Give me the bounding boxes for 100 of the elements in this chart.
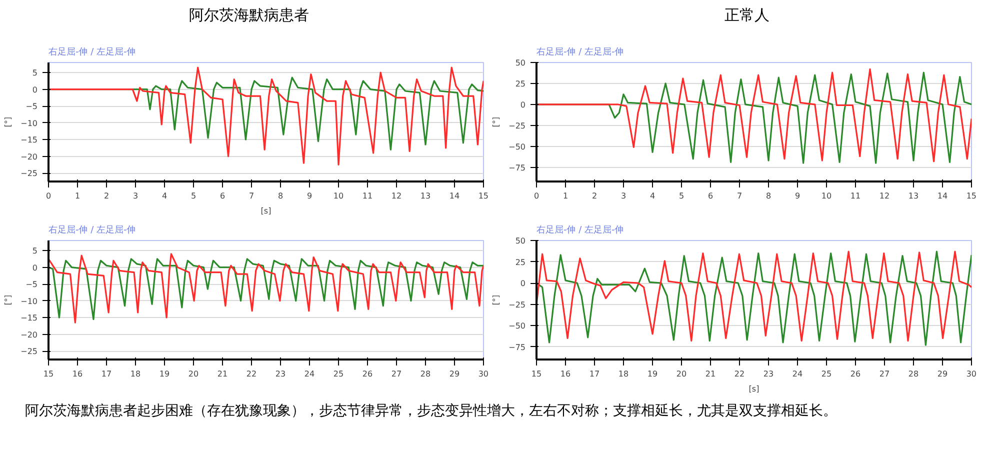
x-tick-label: 28	[908, 370, 919, 378]
y-tick-label: −15	[20, 136, 38, 145]
x-tick-label: 2	[104, 192, 110, 200]
x-tick-label: 3	[132, 192, 138, 200]
x-tick-label: 8	[766, 192, 772, 200]
x-tick-label: 25	[821, 370, 832, 378]
x-tick-label: 27	[879, 370, 890, 378]
x-tick-label: 19	[647, 370, 658, 378]
y-tick-label: 0	[520, 100, 526, 110]
x-tick-label: 18	[130, 370, 141, 378]
y-tick-label: 25	[515, 79, 526, 88]
x-tick-label: 21	[705, 370, 716, 378]
x-tick-label: 15	[478, 192, 489, 200]
x-tick-label: 11	[850, 192, 861, 200]
chart-subtitle: 右足屈-伸 / 左足屈-伸	[536, 224, 624, 236]
x-tick-label: 21	[217, 370, 228, 378]
y-tick-label: −20	[20, 330, 38, 340]
x-tick-label: 8	[278, 192, 284, 200]
x-tick-label: 12	[879, 192, 890, 200]
x-tick-label: 4	[162, 192, 168, 200]
y-tick-label: −50	[508, 142, 526, 152]
x-tick-label: 14	[449, 192, 460, 200]
x-tick-label: 6	[708, 192, 714, 200]
y-axis-title: [°]	[4, 294, 13, 306]
x-tick-label: 1	[74, 192, 80, 200]
x-tick-label: 0	[534, 192, 540, 200]
y-axis-title: [°]	[4, 116, 13, 128]
x-tick-label: 16	[560, 370, 571, 378]
y-tick-label: −5	[26, 280, 38, 290]
y-tick-label: 0	[32, 263, 38, 272]
x-tick-label: 7	[736, 192, 742, 200]
y-tick-label: 5	[32, 246, 38, 256]
x-tick-label: 18	[618, 370, 629, 378]
y-tick-label: −75	[508, 342, 526, 352]
x-tick-label: 19	[159, 370, 170, 378]
x-tick-label: 9	[794, 192, 800, 200]
chart-title: 阿尔茨海默病患者	[189, 5, 309, 26]
x-tick-label: 0	[46, 192, 52, 200]
x-tick-label: 10	[821, 192, 832, 200]
x-tick-label: 30	[966, 370, 977, 378]
text: 阿尔茨海默病患者起步困难（存在犹豫现象），步态节律异常，步态变异性增大，左右不对称；支撑相延长，尤其是双支撑相延长。	[25, 402, 837, 421]
x-tick-label: 25	[333, 370, 344, 378]
x-tick-label: 11	[362, 192, 373, 200]
y-tick-label: 25	[515, 258, 526, 267]
x-tick-label: 23	[763, 370, 774, 378]
x-tick-label: 27	[391, 370, 402, 378]
chart-subtitle: 右足屈-伸 / 左足屈-伸	[48, 224, 136, 236]
y-axis-title: [°]	[492, 294, 501, 306]
x-tick-label: 12	[391, 192, 402, 200]
x-tick-label: 22	[246, 370, 257, 378]
x-tick-label: 9	[306, 192, 312, 200]
x-tick-label: 17	[101, 370, 112, 378]
line-series	[48, 66, 484, 166]
y-tick-label: −25	[20, 169, 38, 178]
y-tick-label: −75	[508, 163, 526, 172]
x-tick-label: 23	[275, 370, 286, 378]
x-tick-label: 15	[43, 370, 54, 378]
x-tick-label: 28	[420, 370, 431, 378]
x-tick-label: 30	[478, 370, 489, 378]
x-axis-title: [s]	[748, 384, 760, 394]
y-tick-label: −5	[26, 102, 38, 112]
x-tick-label: 20	[676, 370, 687, 378]
y-tick-label: −15	[20, 314, 38, 323]
x-tick-label: 5	[678, 192, 684, 200]
x-tick-label: 17	[589, 370, 600, 378]
x-tick-label: 2	[592, 192, 598, 200]
x-axis-title: [s]	[260, 206, 272, 216]
x-tick-label: 10	[333, 192, 344, 200]
y-tick-label: 5	[32, 68, 38, 78]
x-tick-label: 29	[449, 370, 460, 378]
chart-subtitle: 右足屈-伸 / 左足屈-伸	[48, 46, 136, 58]
x-tick-label: 16	[72, 370, 83, 378]
y-tick-label: −25	[508, 300, 526, 310]
y-tick-label: −25	[508, 121, 526, 130]
y-tick-label: 0	[520, 279, 526, 288]
x-tick-label: 24	[792, 370, 803, 378]
x-tick-label: 15	[531, 370, 542, 378]
x-tick-label: 14	[937, 192, 948, 200]
y-tick-label: 0	[32, 85, 38, 94]
y-tick-label: −10	[20, 118, 38, 128]
x-tick-label: 7	[248, 192, 254, 200]
x-tick-label: 26	[362, 370, 373, 378]
y-tick-label: −20	[20, 152, 38, 162]
y-axis-title: [°]	[492, 116, 501, 128]
x-tick-label: 1	[562, 192, 568, 200]
x-tick-label: 20	[188, 370, 199, 378]
x-tick-label: 29	[937, 370, 948, 378]
y-tick-label: −10	[20, 296, 38, 306]
y-tick-label: −25	[20, 347, 38, 356]
x-tick-label: 13	[420, 192, 431, 200]
chart-title: 正常人	[724, 5, 770, 26]
x-tick-label: 13	[908, 192, 919, 200]
x-tick-label: 5	[190, 192, 196, 200]
y-tick-label: −50	[508, 322, 526, 330]
chart-subtitle: 右足屈-伸 / 左足屈-伸	[536, 46, 624, 58]
y-tick-label: 50	[515, 58, 526, 68]
x-tick-label: 24	[304, 370, 315, 378]
x-tick-label: 4	[650, 192, 656, 200]
x-tick-label: 3	[620, 192, 626, 200]
x-tick-label: 22	[734, 370, 745, 378]
